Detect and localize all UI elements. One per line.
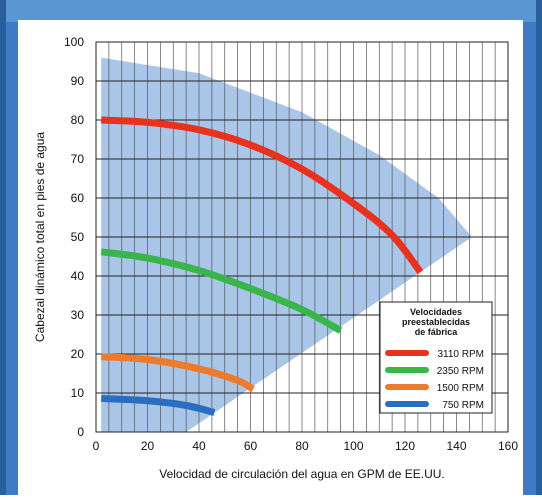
y-tick-label: 0 [77,425,84,439]
y-tick-label: 60 [71,191,85,205]
legend-title-line-1: Velocidades [410,307,462,317]
legend-title-line-3: de fábrica [415,327,459,337]
operating-region-layer [101,57,472,432]
pump-curve-chart: 0 20 40 60 80 100 120 140 160 0 10 20 30 40 50 60 70 80 90… [33,35,518,481]
y-tick-label: 70 [71,152,85,166]
series-line-750-rpm [101,395,216,416]
legend-label: 3110 RPM [437,349,484,360]
legend-label: 2350 RPM [437,366,484,377]
y-tick-label: 90 [71,74,85,88]
y-tick-label: 50 [71,230,85,244]
x-tick-label: 140 [446,439,466,453]
series-line-2350-rpm [100,248,343,334]
x-tick-label: 60 [244,439,258,453]
y-tick-label: 10 [71,386,85,400]
x-tick-label: 20 [141,439,155,453]
y-tick-label: 30 [71,308,85,322]
tick-label-layer: 0 20 40 60 80 100 120 140 160 0 10 20 30 40 50 60 70 80 90… [64,35,518,453]
y-tick-label: 100 [64,35,84,49]
legend: Velocidades preestablecidas de fábrica 3… [379,301,493,414]
series-layer [100,116,424,416]
y-tick-label: 40 [71,269,85,283]
y-tick-label: 80 [71,113,85,127]
x-tick-label: 80 [295,439,309,453]
x-tick-label: 0 [93,439,100,453]
y-axis-label: Cabezal dinámico total en pies de agua [33,132,47,342]
plot-border [95,41,509,433]
frame-top-band [6,0,536,22]
legend-label: 750 RPM [442,400,484,411]
series-line-3110-rpm [101,116,424,275]
x-tick-label: 160 [498,439,518,453]
legend-box [379,301,493,414]
x-axis-label: Velocidad de circulación del agua en GPM… [159,467,445,481]
y-tick-label: 20 [71,347,85,361]
x-tick-label: 100 [343,439,363,453]
x-tick-label: 40 [192,439,206,453]
legend-items: 3110 RPM 2350 RPM 1500 RPM 750 RPM [385,349,484,411]
legend-label: 1500 RPM [437,383,484,394]
series-line-1500-rpm [100,353,255,393]
operating-region [101,57,472,432]
legend-title-line-2: preestablecidas [402,317,470,327]
x-tick-label: 120 [395,439,415,453]
chart-panel: 0 20 40 60 80 100 120 140 160 0 10 20 30 40 50 60 70 80 90… [18,20,523,495]
grid-layer [96,42,508,432]
